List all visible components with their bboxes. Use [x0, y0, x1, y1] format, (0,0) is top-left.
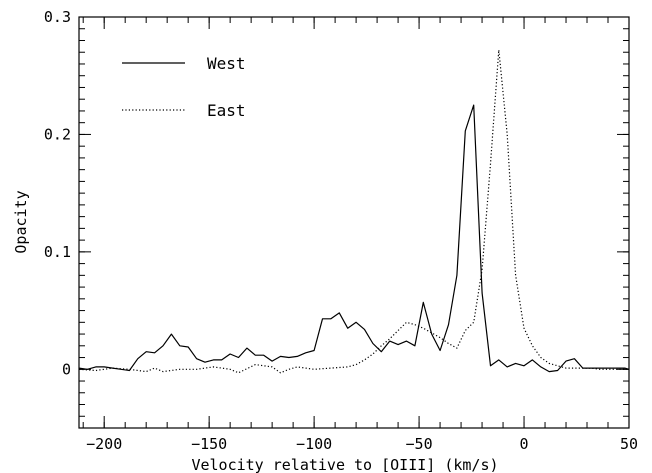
y-tick-label: 0.3: [44, 8, 71, 26]
series-line-east: [78, 49, 629, 374]
legend-label-west: West: [207, 54, 246, 73]
y-tick-label: 0.2: [44, 125, 71, 143]
legend: West East: [122, 54, 246, 120]
series-line-west: [78, 104, 630, 373]
y-tick-label: 0: [62, 360, 71, 378]
x-tick-label: 50: [620, 435, 638, 453]
x-tick-label: −50: [406, 435, 433, 453]
x-tick-label: −200: [86, 435, 122, 453]
x-axis-title: Velocity relative to [OIII] (km/s): [191, 456, 498, 473]
plot-frame: [78, 16, 630, 429]
y-tick-label: 0.1: [44, 243, 71, 261]
x-tick-label: 0: [520, 435, 529, 453]
legend-label-east: East: [207, 101, 246, 120]
tick-labels: −200 −150 −100 −50 0 50 0 0.1 0.2 0.3: [44, 8, 638, 453]
x-tick-label: −150: [191, 435, 227, 453]
axis-ticks: [79, 16, 630, 429]
y-axis-title: Opacity: [12, 190, 30, 253]
x-tick-label: −100: [296, 435, 332, 453]
series-lines: [78, 49, 630, 374]
